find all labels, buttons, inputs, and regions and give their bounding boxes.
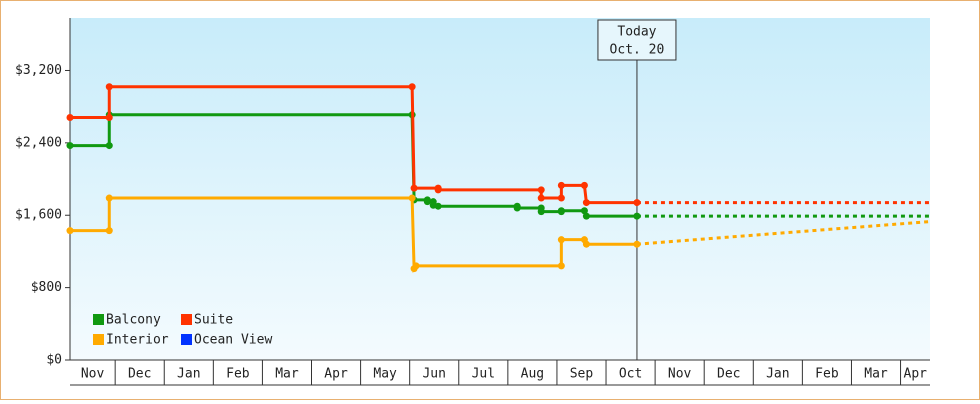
price-point <box>66 142 74 150</box>
price-point <box>434 186 442 194</box>
price-point <box>105 83 113 91</box>
legend-label: Suite <box>194 313 233 328</box>
x-tick-label: Feb <box>815 367 839 382</box>
x-tick-label: Sep <box>570 367 594 382</box>
price-point <box>537 208 545 216</box>
price-point <box>580 207 588 215</box>
x-tick-label: Jan <box>177 367 200 382</box>
y-tick-label: $1,600 <box>15 208 62 223</box>
x-tick-label: Jan <box>766 367 789 382</box>
price-point <box>580 181 588 189</box>
price-point <box>633 199 641 207</box>
price-point <box>557 194 565 202</box>
y-tick-label: $3,200 <box>15 63 62 78</box>
legend-label: Interior <box>106 333 169 348</box>
y-tick-label: $800 <box>31 280 62 295</box>
price-point <box>557 236 565 244</box>
y-tick-label: $0 <box>46 353 62 368</box>
price-point <box>66 114 74 122</box>
legend-label: Ocean View <box>194 333 272 348</box>
x-tick-label: Apr <box>904 367 928 382</box>
price-point <box>557 207 565 215</box>
y-tick-label: $2,400 <box>15 135 62 150</box>
today-label: Oct. 20 <box>610 43 665 58</box>
price-point <box>557 262 565 270</box>
x-tick-label: Nov <box>668 367 692 382</box>
x-tick-label: May <box>373 367 397 382</box>
price-point <box>408 83 416 91</box>
price-point <box>105 114 113 122</box>
price-point <box>434 202 442 210</box>
x-tick-label: Dec <box>717 367 740 382</box>
x-tick-label: Jun <box>422 367 445 382</box>
price-line <box>70 85 637 205</box>
price-point <box>408 194 416 202</box>
legend-swatch <box>93 334 104 345</box>
price-point <box>105 194 113 202</box>
today-label: Today <box>617 25 656 40</box>
price-point <box>537 194 545 202</box>
x-tick-label: Feb <box>226 367 250 382</box>
legend-label: Balcony <box>106 313 161 328</box>
x-tick-label: Mar <box>864 367 888 382</box>
price-point <box>423 198 431 206</box>
price-point <box>582 212 590 220</box>
x-tick-label: Apr <box>324 367 348 382</box>
price-point <box>66 227 74 235</box>
price-point <box>410 184 418 192</box>
legend-swatch <box>93 314 104 325</box>
price-point <box>582 199 590 207</box>
x-tick-label: Dec <box>128 367 151 382</box>
price-point <box>633 212 641 220</box>
price-point <box>513 204 521 212</box>
price-point <box>105 227 113 235</box>
price-point <box>582 240 590 248</box>
x-tick-label: Jul <box>472 367 495 382</box>
today-box <box>597 19 677 61</box>
projection-line <box>636 220 931 246</box>
x-tick-label: Oct <box>619 367 642 382</box>
price-point <box>105 142 113 150</box>
x-tick-label: Nov <box>81 367 105 382</box>
x-tick-label: Aug <box>521 367 544 382</box>
price-point <box>557 181 565 189</box>
legend-swatch <box>181 314 192 325</box>
price-point <box>633 240 641 248</box>
legend-swatch <box>181 334 192 345</box>
price-point <box>537 186 545 194</box>
x-tick-label: Mar <box>275 367 299 382</box>
price-point <box>412 262 420 270</box>
